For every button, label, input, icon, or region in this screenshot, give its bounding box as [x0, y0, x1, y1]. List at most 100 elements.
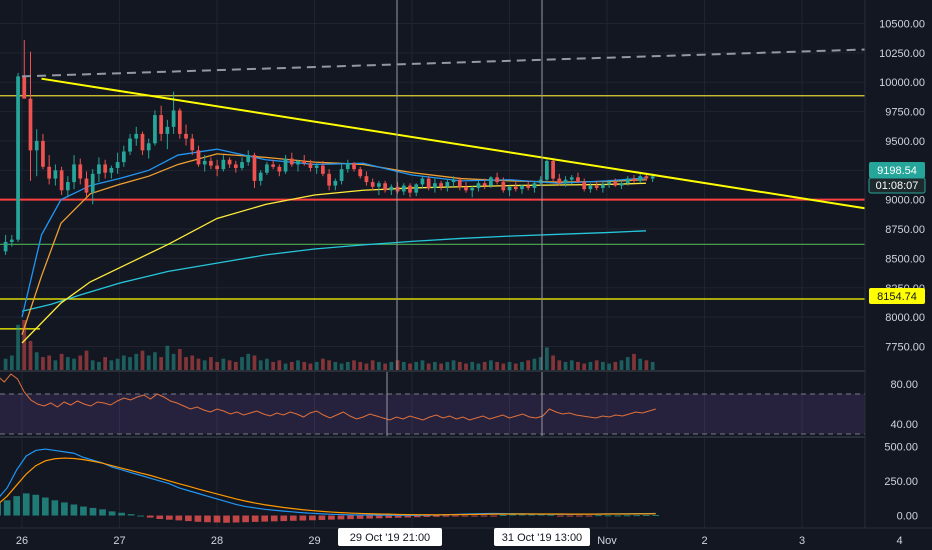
candle-body [221, 159, 226, 170]
macd-histogram-bar [433, 515, 440, 517]
volume-bar [545, 347, 549, 370]
candle-body [103, 164, 108, 173]
macd-histogram-bar [194, 515, 202, 522]
macd-histogram-bar [213, 515, 221, 523]
volume-bar [377, 361, 381, 370]
last-price-label: 9198.54 [877, 165, 917, 177]
candle-body [650, 176, 655, 179]
cursor-time-badge-2: 31 Oct '19 13:00 [494, 528, 590, 546]
macd-histogram-bar [299, 515, 307, 521]
macd-histogram-bar [137, 515, 145, 517]
volume-bar [41, 357, 45, 370]
candle-body [115, 162, 120, 168]
candle-body [240, 162, 244, 168]
candle-body [308, 163, 313, 168]
volume-bar [638, 358, 643, 370]
macd-histogram-bar [461, 515, 469, 517]
macd-histogram-bar [490, 515, 497, 517]
price-tick-label: 8000.00 [885, 312, 925, 324]
macd-histogram-bar [165, 515, 173, 520]
macd-histogram-bar [480, 515, 488, 517]
candle-body [395, 186, 400, 192]
candle-body [215, 165, 220, 170]
volume-bar [308, 363, 313, 370]
volume-bars [3, 320, 655, 370]
ascending-dashed-line[interactable] [21, 48, 871, 78]
candle-body [209, 160, 213, 166]
candle-body [389, 186, 394, 191]
candle-body [296, 160, 300, 165]
cursor-time-label-2: 31 Oct '19 13:00 [502, 532, 582, 544]
volume-bar [115, 358, 120, 370]
volume-bar [265, 358, 269, 370]
candle-body [607, 182, 611, 185]
volume-bar [439, 363, 443, 370]
volume-bar [401, 361, 406, 370]
volume-bar [520, 361, 524, 370]
candle-body [507, 186, 512, 191]
candle-body [401, 185, 406, 192]
level-price-badge: 8154.74 [869, 288, 925, 304]
macd-histogram-bar [118, 512, 125, 516]
macd-histogram-bar [423, 515, 431, 517]
candle-body [65, 182, 70, 191]
candle-body [638, 176, 643, 181]
candle-body [314, 165, 319, 168]
candle-body [588, 185, 593, 190]
macd-histogram-bar [232, 515, 240, 523]
moving-average-line [21, 148, 647, 318]
macd-histogram-bar [41, 497, 49, 516]
candle-body [3, 241, 8, 252]
macd-histogram-bar [585, 515, 593, 517]
time-axis[interactable]: 262728293031Nov234 [0, 527, 932, 550]
candle-body [153, 115, 157, 144]
volume-bar [457, 361, 462, 370]
volume-bar [140, 350, 145, 370]
volume-bar [569, 360, 574, 370]
macd-histogram-bar [356, 515, 364, 519]
volume-bar [240, 357, 244, 370]
candle-body [625, 178, 630, 184]
descending-trendline[interactable] [41, 77, 871, 211]
price-tick-label: 9000.00 [885, 195, 925, 207]
macd-histogram-bar [642, 514, 650, 516]
rsi-tick-label: 80.00 [890, 379, 918, 391]
macd-histogram-bar [528, 513, 536, 516]
time-tick-label: 29 [308, 535, 320, 547]
last-price-badge: 9198.54 [869, 162, 925, 178]
volume-bar [202, 360, 207, 370]
time-axis-background [0, 528, 932, 550]
macd-histogram-bar [175, 515, 183, 521]
price-tick-label: 10000.00 [879, 77, 925, 89]
volume-bar [489, 360, 493, 370]
candle-body [439, 183, 443, 187]
trendlines[interactable] [21, 48, 871, 211]
volume-bar [109, 360, 114, 370]
volume-bar [215, 361, 220, 370]
volume-bar [314, 361, 319, 370]
macd-histogram-bar [70, 504, 78, 516]
candle-body [140, 133, 145, 151]
time-tick-label: Nov [597, 535, 617, 547]
volume-bar [588, 361, 593, 370]
volume-bar [352, 360, 356, 370]
volume-bar [464, 363, 468, 370]
countdown-label: 01:08:07 [876, 180, 919, 192]
macd-histogram-bar [242, 515, 249, 523]
rsi-panel [0, 373, 865, 435]
volume-bar [557, 360, 562, 370]
candle-body [146, 143, 151, 151]
macd-histogram-bar [652, 514, 660, 516]
volume-bar [563, 361, 568, 370]
volume-bar [103, 357, 108, 370]
volume-bar [551, 355, 555, 370]
candle-body [414, 184, 419, 193]
candle-body [190, 138, 195, 151]
volume-bar [227, 360, 232, 370]
price-axis[interactable]: 10500.0010250.0010000.009750.009500.0092… [864, 0, 932, 528]
volume-bar [84, 350, 89, 370]
macd-histogram-bar [394, 515, 402, 518]
candle-body [321, 165, 325, 174]
macd-histogram-bar [204, 515, 211, 523]
